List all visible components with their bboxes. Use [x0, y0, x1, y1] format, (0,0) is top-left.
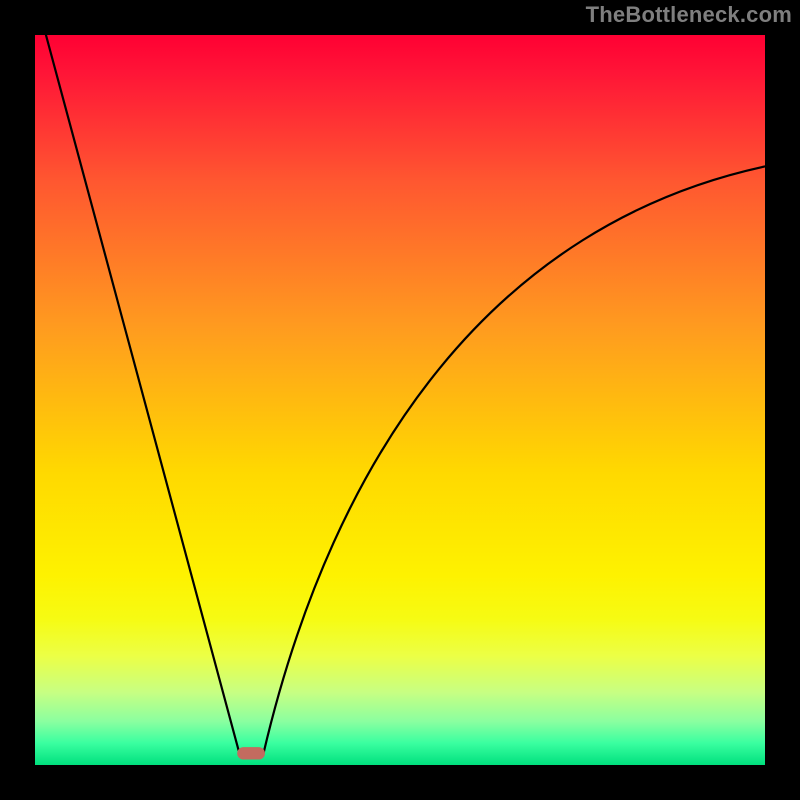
watermark-text: TheBottleneck.com [586, 2, 792, 28]
chart-stage: TheBottleneck.com [0, 0, 800, 800]
minimum-marker [237, 747, 265, 759]
bottleneck-curve-chart [0, 0, 800, 800]
